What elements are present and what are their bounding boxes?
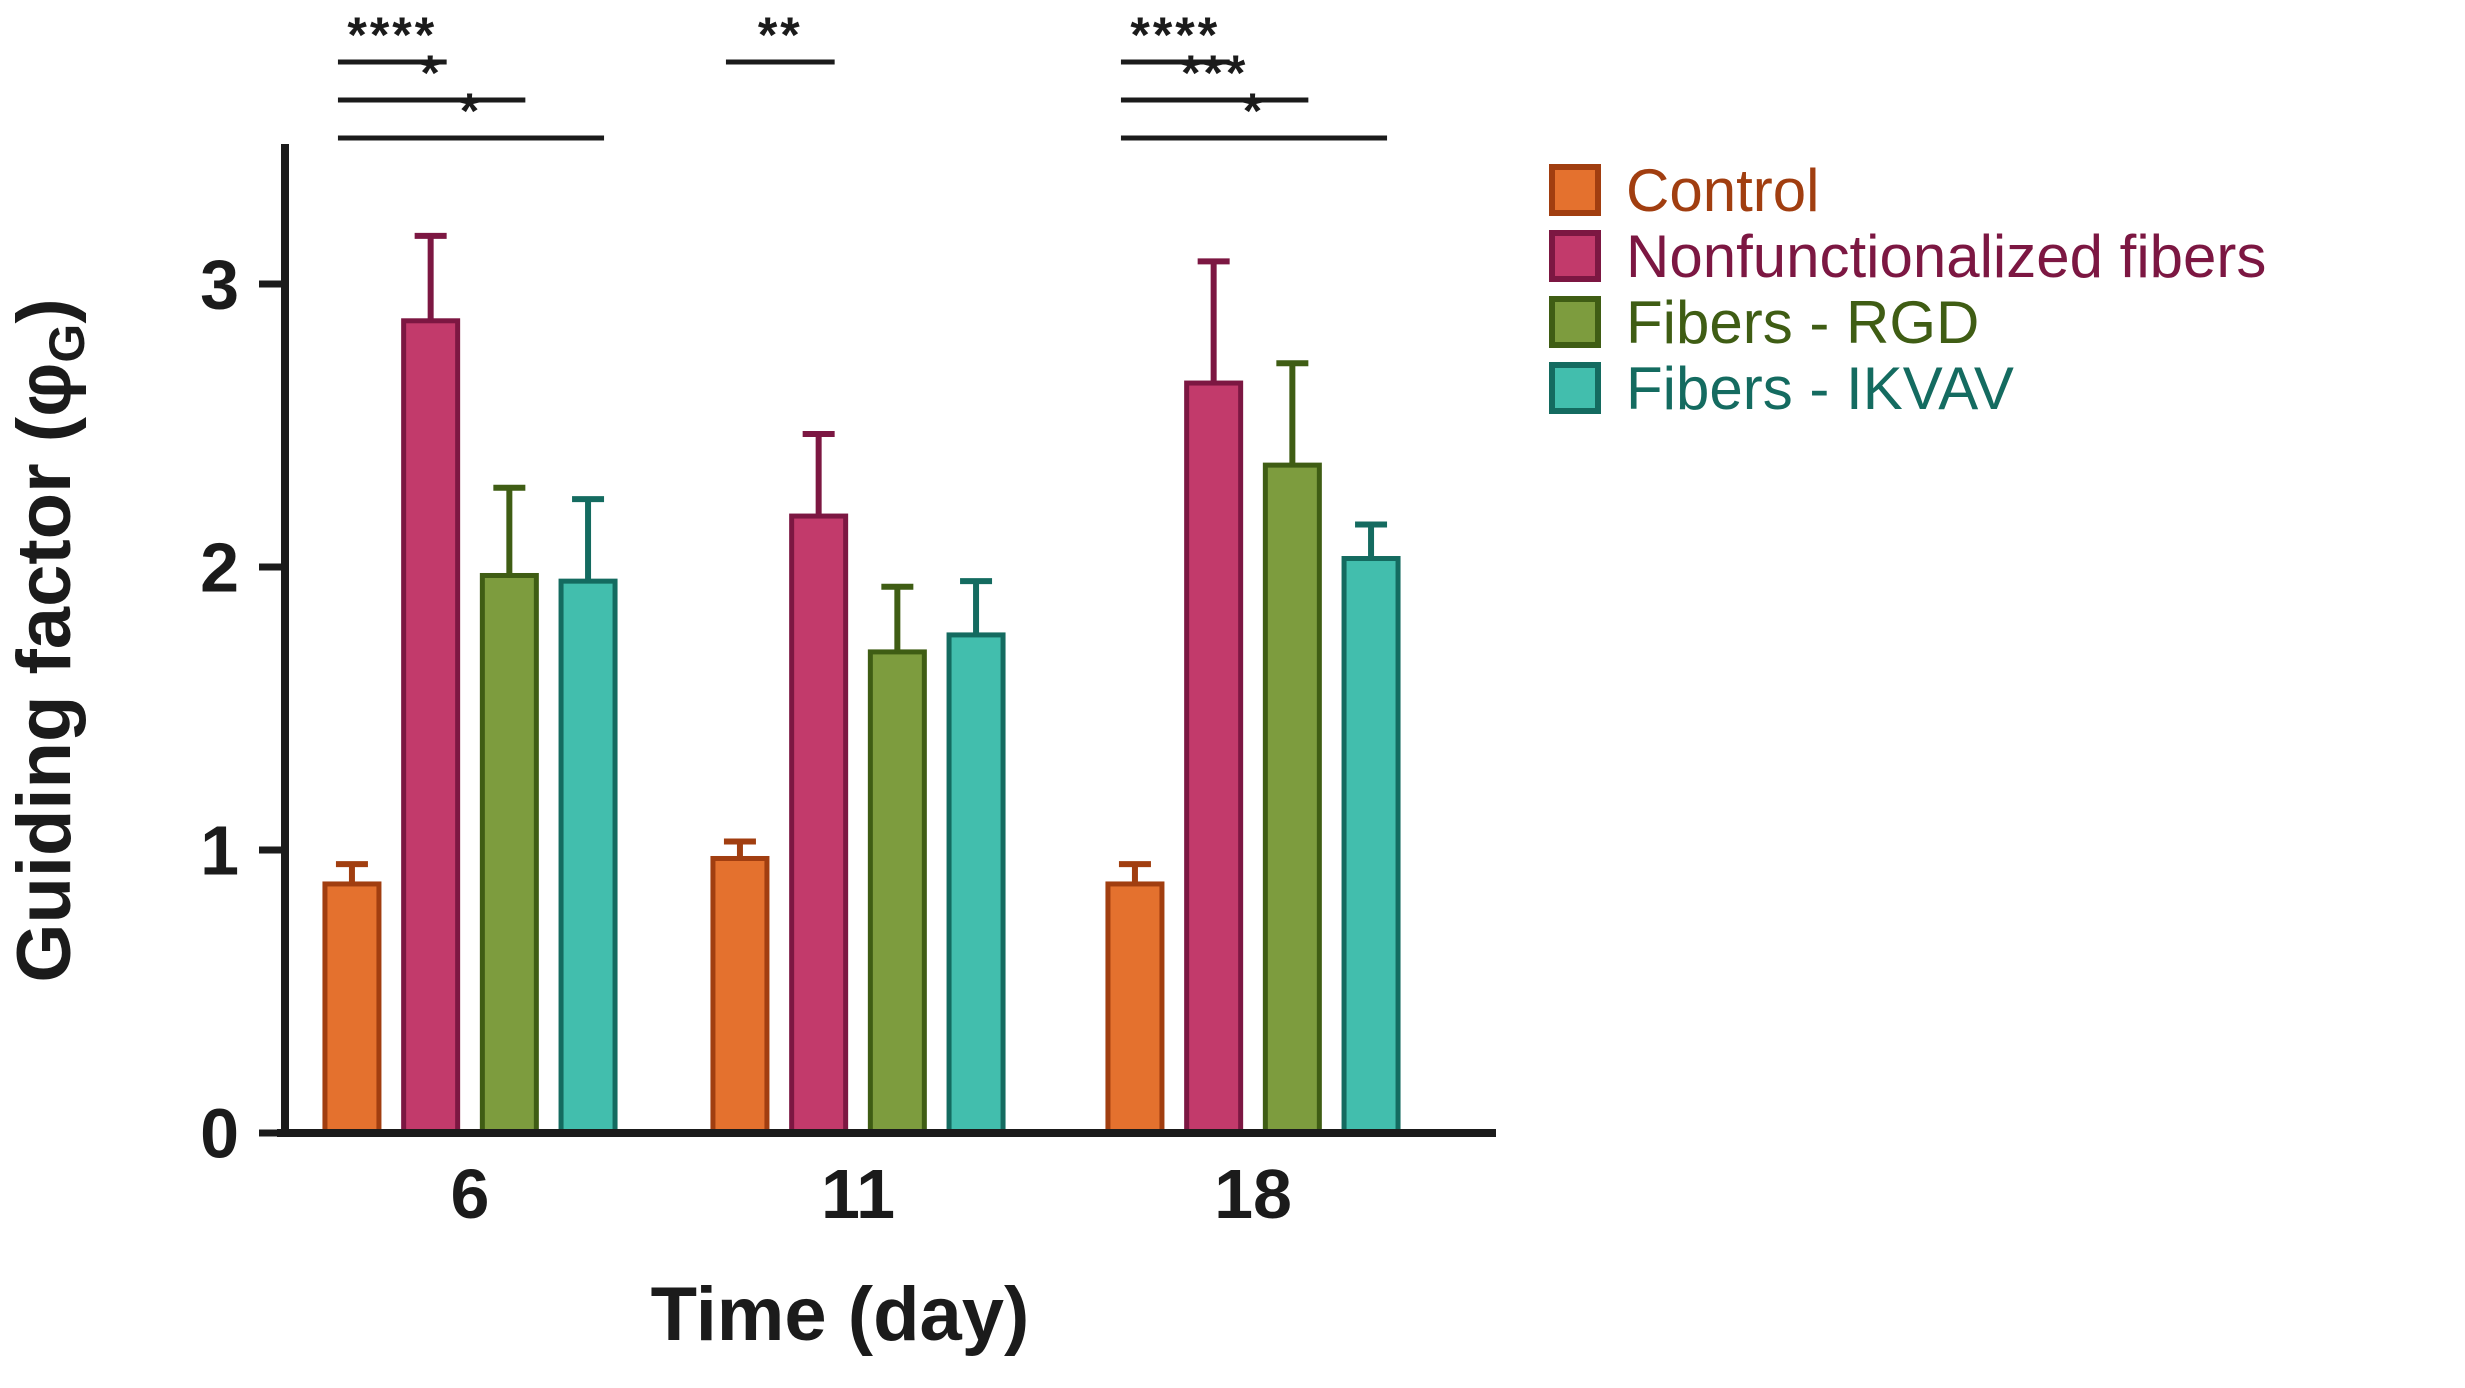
y-tick-label: 3 [200,246,239,324]
legend-item: Fibers - IKVAV [1549,355,2014,422]
significance-stars: * [420,45,442,101]
significance-stars: **** [1130,7,1220,63]
bar [1262,462,1322,1136]
legend-item: Fibers - RGD [1549,289,1979,356]
significance-stars: *** [1181,45,1248,101]
legend-label: Fibers - IKVAV [1626,355,2014,422]
significance-stars: ** [758,7,803,63]
bar [789,513,849,1136]
bar [710,855,770,1136]
bar [867,649,927,1136]
legend-label: Fibers - RGD [1626,289,1979,356]
x-tick-label: 11 [821,1155,895,1233]
bar [322,881,382,1136]
bar [1341,556,1401,1136]
significance-stars: * [460,83,482,139]
x-tick-label: 6 [451,1155,490,1233]
bar [401,318,461,1136]
legend-swatch [1549,296,1601,348]
legend-swatch [1549,362,1601,414]
bar [479,572,539,1136]
legend-item: Nonfunctionalized fibers [1549,223,2266,290]
legend-swatch [1549,164,1601,216]
y-tick-label: 2 [200,529,239,607]
legend-swatch [1549,230,1601,282]
y-axis-title: Guiding factor (φG) [2,298,95,982]
legend-item: Control [1549,157,1819,224]
bar [946,632,1006,1136]
significance-stars: * [1243,83,1265,139]
legend-label: Control [1626,157,1819,224]
legend-label: Nonfunctionalized fibers [1626,223,2266,290]
x-tick-label: 18 [1214,1155,1292,1233]
x-axis-title: Time (day) [651,1272,1030,1357]
bar [1184,380,1244,1136]
significance-stars: **** [347,7,437,63]
bar [1105,881,1165,1136]
y-tick-label: 0 [200,1095,239,1173]
bar [558,578,618,1136]
y-tick-label: 1 [200,812,239,890]
